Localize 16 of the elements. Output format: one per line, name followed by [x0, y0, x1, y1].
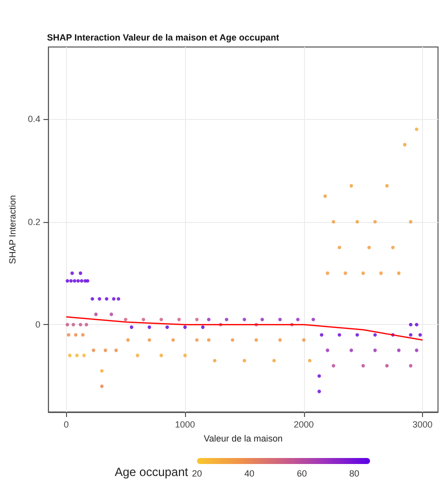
- color-bar-title: Age occupant: [114, 465, 189, 479]
- y-tick-label: 0: [35, 320, 40, 330]
- color-bar-label: 80: [349, 468, 360, 478]
- x-tick-label: 3000: [412, 420, 433, 430]
- color-bar-label: 60: [296, 468, 307, 478]
- y-axis-title: SHAP Interaction: [8, 195, 18, 264]
- color-bar-label: 40: [244, 468, 254, 478]
- line-series: [66, 316, 424, 341]
- x-tick-label: 0: [64, 420, 69, 430]
- y-tick-label: 0.2: [28, 216, 40, 227]
- x-tick-label: 1000: [174, 420, 196, 430]
- y-tick-label: 0.4: [28, 114, 40, 124]
- x-tick-label: 2000: [294, 420, 314, 430]
- color-bar-label: 20: [192, 468, 202, 478]
- x-axis-title: Valeur de la maison: [204, 434, 283, 444]
- chart-title: SHAP Interaction Valeur de la maison et Age occupant: [47, 32, 280, 42]
